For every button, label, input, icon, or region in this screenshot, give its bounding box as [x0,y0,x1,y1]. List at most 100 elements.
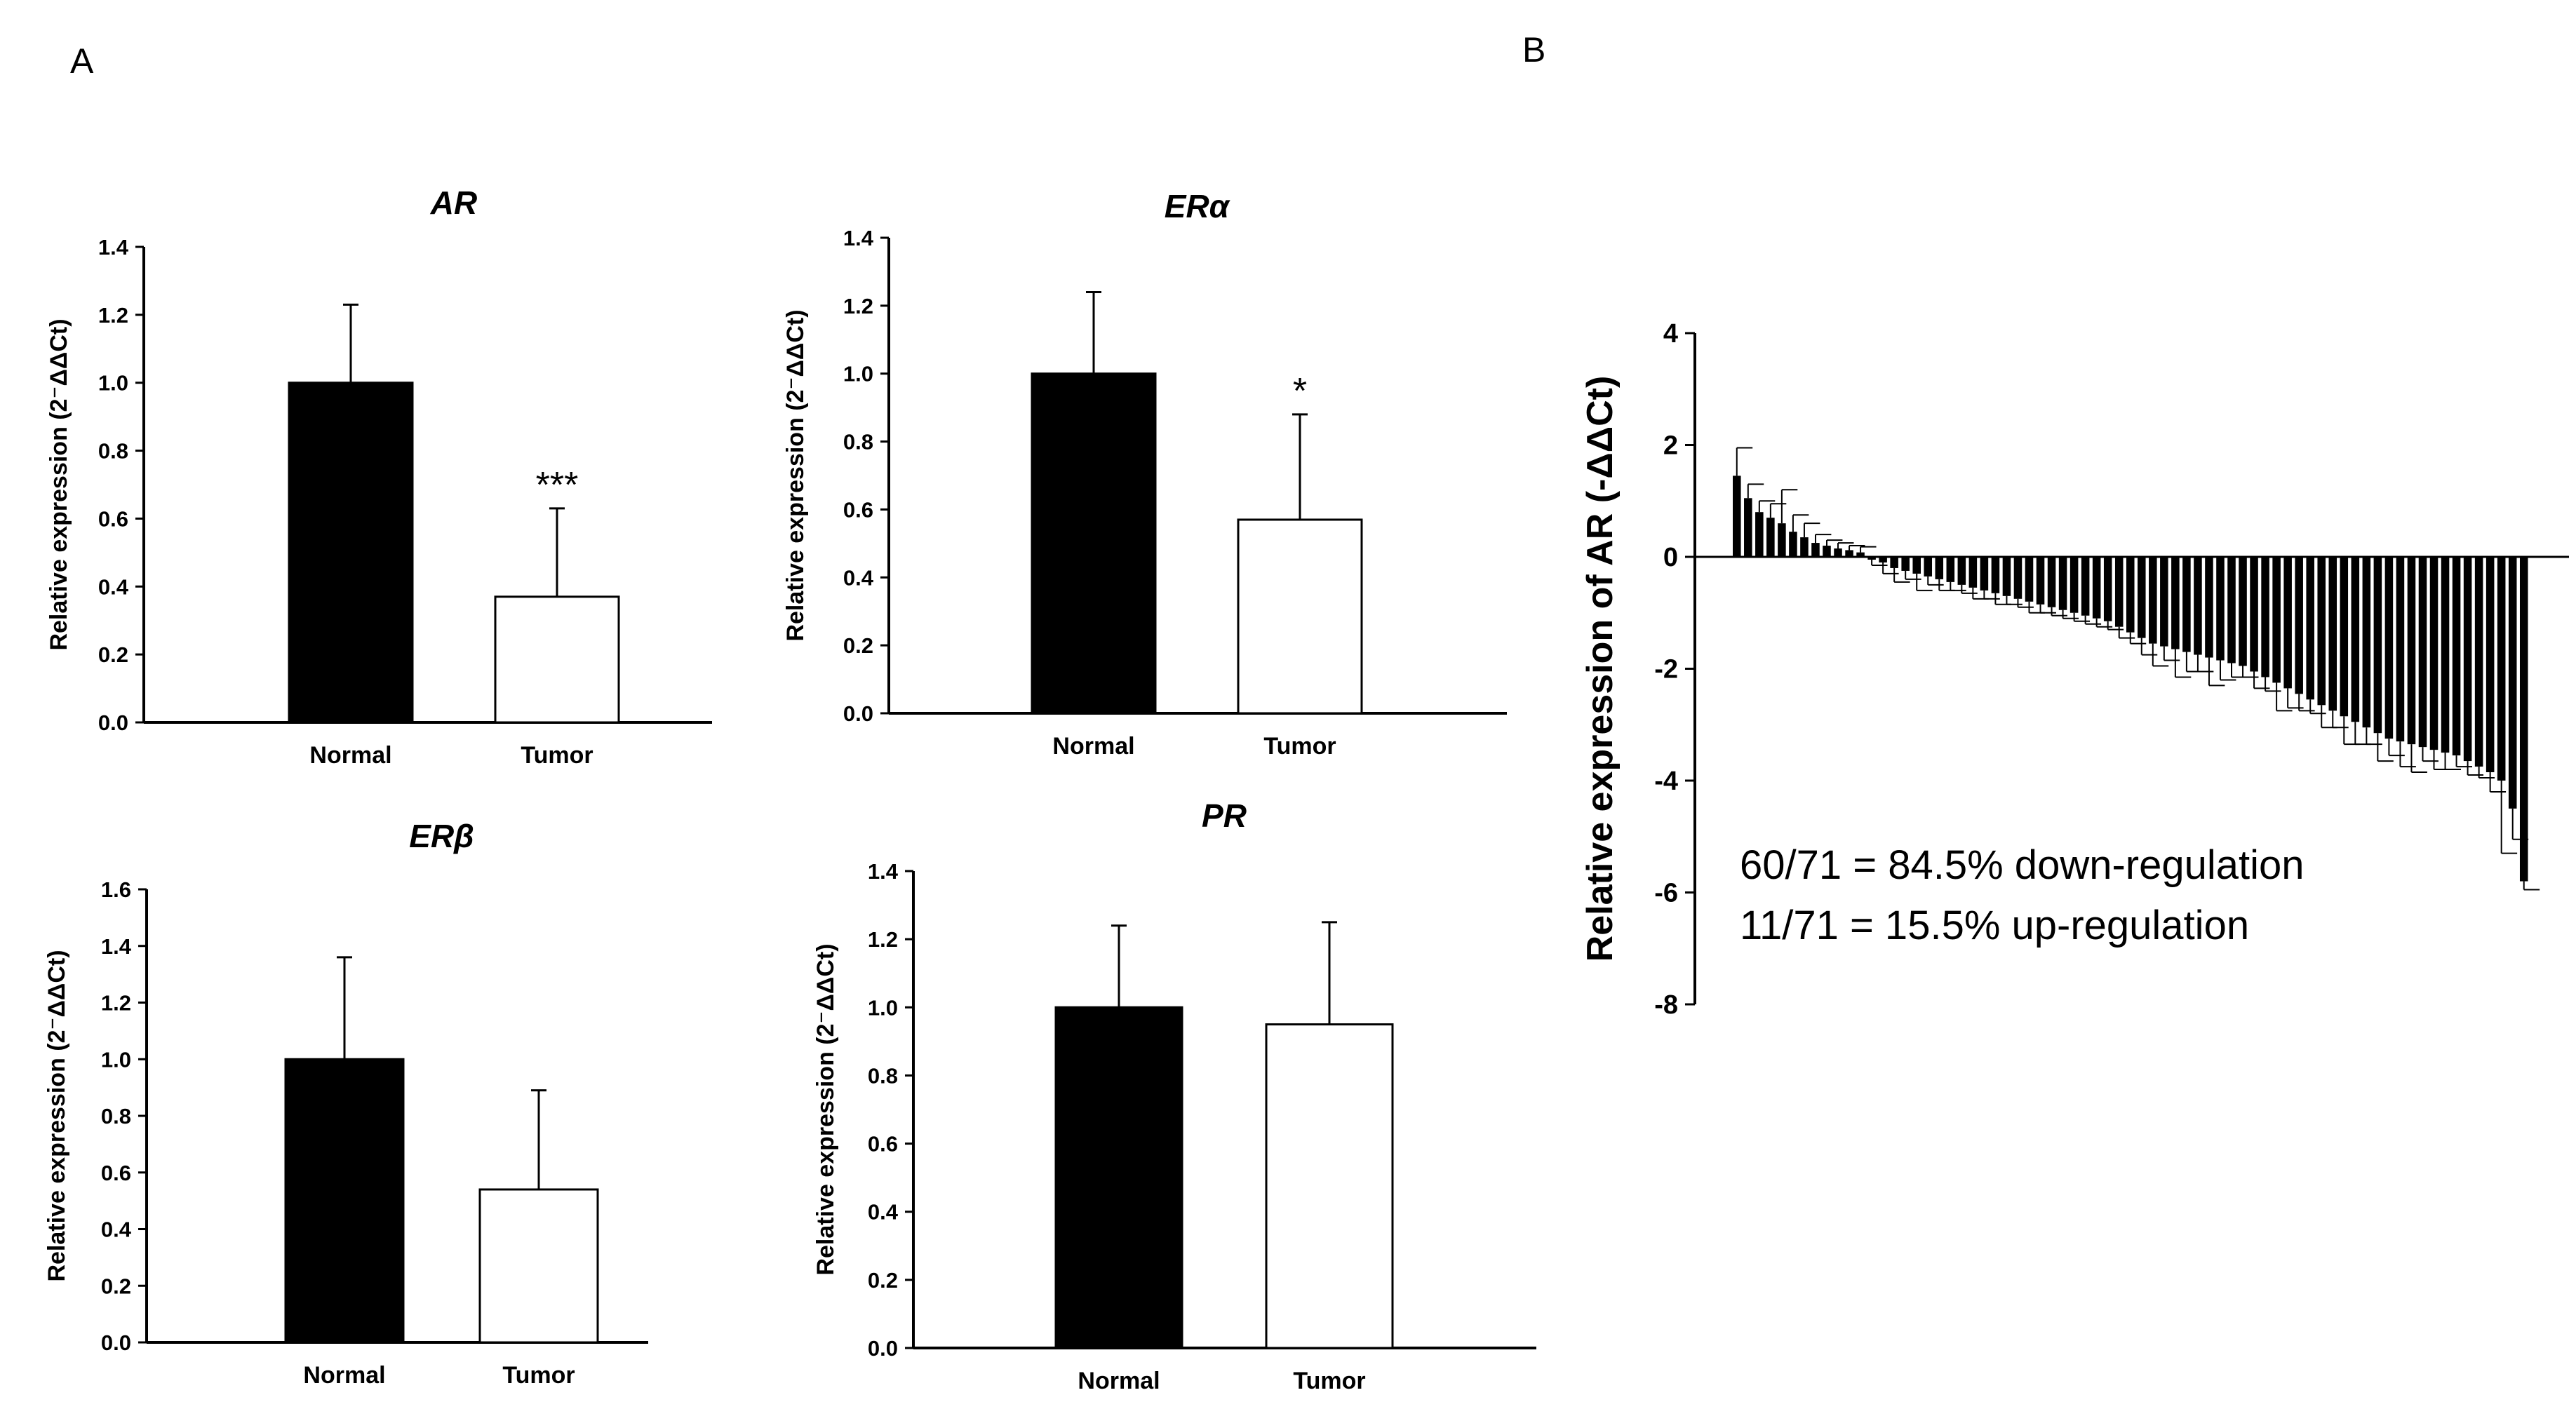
sample-bar-69 [2497,557,2506,781]
y-tick-label: 0.2 [843,633,873,658]
y-axis-label: Relative expression (2⁻ΔΔCt) [43,950,70,1281]
sample-bar-34 [2103,557,2112,621]
bar-normal [284,1058,405,1344]
y-tick-label: 1.4 [843,226,874,250]
sample-bar-27 [2025,557,2034,602]
y-tick-label: -4 [1654,767,1678,796]
bar-normal [1031,372,1157,715]
sample-bar-15 [1890,557,1898,568]
sample-bar-46 [2239,557,2247,666]
y-tick-label: 1.2 [843,294,873,318]
sample-bar-40 [2171,557,2180,649]
bar-tumor [1265,1023,1394,1349]
y-tick-label: 1.4 [98,235,129,259]
chart-title: ERα [1165,188,1231,224]
y-axis-label: Relative expression (2⁻ΔΔCt) [782,309,809,641]
annotation-up-regulation: 11/71 = 15.5% up-regulation [1740,903,2249,948]
sample-bar-43 [2205,557,2213,658]
bar-tumor [494,595,620,724]
sample-bar-17 [1912,557,1921,574]
sample-bar-56 [2351,557,2360,722]
y-tick-label: 1.2 [868,927,898,952]
sample-bar-14 [1879,557,1887,562]
panel-label-b: B [1522,30,1545,69]
ar-waterfall-chart: 4 2 0 -2 -4 -6 -8 Relative expression of AR (-Δ… [1580,319,2569,1020]
sample-bar-37 [2138,557,2146,638]
sample-bar-30 [2058,557,2067,610]
bar-normal [1054,1006,1183,1349]
y-tick-label: 0.4 [868,1200,899,1225]
sample-bar-11 [1845,550,1853,557]
category-label-normal: Normal [303,1362,385,1389]
sample-bar-3 [1755,512,1764,557]
sample-bar-61 [2407,557,2416,745]
sample-bar-13 [1867,557,1876,560]
sample-bar-29 [2047,557,2056,607]
ar-bar-chart: AR 0.0 0.2 0.4 0.6 0.8 1.0 1.2 1.4 Relative expre… [46,184,712,769]
sample-bar-16 [1901,557,1910,571]
sample-bar-65 [2452,557,2461,756]
y-tick-label: 0.2 [98,642,128,667]
y-tick-label: 1.6 [101,877,131,902]
sample-bar-22 [1968,557,1978,588]
bar-normal [288,382,414,724]
sample-bar-28 [2036,557,2045,605]
sample-bar-71 [2519,557,2528,882]
y-tick-label: 4 [1663,319,1678,349]
sample-bar-19 [1935,557,1944,579]
y-tick-label: 0.8 [868,1063,898,1088]
sample-bar-62 [2418,557,2427,748]
sample-bar-12 [1856,552,1865,557]
sample-bar-41 [2182,557,2191,652]
sample-bar-54 [2328,557,2337,711]
y-tick-label: 1.0 [98,371,128,396]
sample-bar-49 [2272,557,2281,683]
y-tick-label: 0.0 [98,710,128,735]
y-tick-label: -2 [1654,655,1678,685]
category-label-normal: Normal [309,742,391,769]
sample-bar-25 [2002,557,2011,596]
category-label-tumor: Tumor [1263,733,1336,760]
sample-bar-64 [2441,557,2450,753]
sample-bar-35 [2114,557,2124,627]
y-tick-label: 1.0 [843,362,873,386]
y-tick-label: -8 [1654,990,1678,1020]
er-alpha-bar-chart: ERα 0.0 0.2 0.4 0.6 0.8 1.0 1.2 1.4 Relative expr… [782,188,1507,760]
category-label-normal: Normal [1052,733,1134,760]
chart-title: AR [430,184,477,221]
y-tick-label: 1.0 [868,995,898,1020]
sample-bar-21 [1957,557,1966,585]
y-tick-label: 0.6 [98,506,128,531]
y-tick-label: 1.4 [868,859,899,884]
er-beta-bar-chart: ERβ 0.0 0.2 0.4 0.6 0.8 1.0 1.2 1.4 1.6 Relative e… [43,818,648,1389]
sample-bar-44 [2216,557,2225,661]
sample-bar-70 [2508,557,2517,809]
y-tick-label: 0.2 [868,1268,898,1293]
sample-bar-10 [1834,548,1842,557]
sample-bar-23 [1980,557,1989,591]
sample-bar-63 [2429,557,2439,750]
y-tick-label: 1.4 [101,934,132,959]
sample-bar-48 [2261,557,2269,678]
chart-title: ERβ [409,818,474,854]
sample-bar-50 [2283,557,2292,689]
chart-title: PR [1202,797,1247,834]
y-tick-label: 0.2 [101,1274,131,1298]
sample-bar-8 [1811,543,1820,557]
sample-bar-33 [2092,557,2101,619]
bar-tumor [1237,518,1363,715]
y-tick-label: 0.6 [101,1161,131,1185]
y-tick-label: 0.8 [98,439,128,464]
y-tick-label: 1.2 [101,991,131,1016]
y-tick-label: 1.2 [98,303,128,328]
bar-tumor [478,1188,599,1344]
sample-bar-7 [1800,537,1809,557]
pr-bar-chart: PR 0.0 0.2 0.4 0.6 0.8 1.0 1.2 1.4 Relative expre… [812,797,1536,1394]
sample-bar-38 [2149,557,2157,644]
y-tick-label: 0.0 [843,701,873,726]
annotation-down-regulation: 60/71 = 84.5% down-regulation [1740,842,2305,888]
category-label-tumor: Tumor [521,742,593,769]
sample-bar-4 [1766,518,1775,557]
sample-bar-31 [2069,557,2079,613]
sample-bar-53 [2317,557,2326,706]
